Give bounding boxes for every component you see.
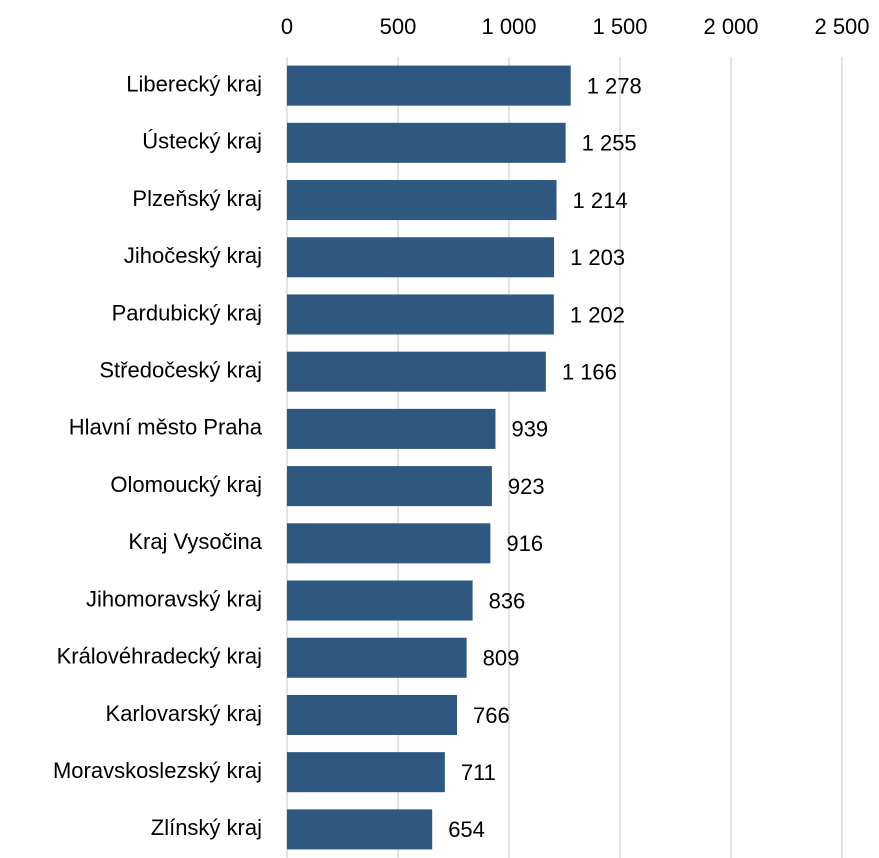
x-tick-label: 1 000	[481, 14, 536, 39]
value-label: 939	[511, 417, 548, 442]
bar	[287, 466, 492, 507]
bar	[287, 408, 496, 449]
value-label: 1 202	[570, 302, 625, 327]
value-label: 766	[473, 703, 510, 728]
y-tick-label: Liberecký kraj	[126, 71, 262, 96]
x-tick-label: 2 000	[703, 14, 758, 39]
y-tick-label: Středočeský kraj	[99, 357, 262, 382]
y-tick-label: Pardubický kraj	[112, 300, 262, 325]
value-label: 1 278	[587, 73, 642, 98]
y-tick-label: Hlavní město Praha	[69, 415, 263, 440]
y-tick-label: Ústecký kraj	[142, 129, 262, 154]
y-tick-label: Moravskoslezský kraj	[53, 758, 262, 783]
value-label: 711	[461, 760, 496, 785]
bar	[287, 294, 554, 335]
bar	[287, 694, 458, 735]
value-label: 1 255	[582, 131, 637, 156]
bar	[287, 122, 566, 163]
bar	[287, 180, 557, 221]
y-tick-label: Jihočeský kraj	[124, 243, 262, 268]
x-tick-label: 1 500	[592, 14, 647, 39]
value-label: 1 166	[562, 359, 617, 384]
y-tick-label: Plzeňský kraj	[132, 186, 262, 211]
bar	[287, 523, 491, 564]
y-tick-label: Zlínský kraj	[151, 815, 262, 840]
y-tick-label: Kraj Vysočina	[128, 529, 262, 554]
value-label: 916	[506, 531, 543, 556]
x-tick-label: 0	[281, 14, 293, 39]
bar	[287, 637, 467, 678]
bar	[287, 752, 445, 793]
bar	[287, 580, 473, 621]
x-tick-label: 2 500	[814, 14, 869, 39]
bar	[287, 237, 555, 278]
y-tick-label: Královéhradecký kraj	[57, 644, 262, 669]
y-tick-label: Karlovarský kraj	[106, 701, 262, 726]
value-label: 654	[448, 817, 485, 842]
value-label: 923	[508, 474, 545, 499]
bar	[287, 65, 571, 106]
bar	[287, 351, 546, 392]
bar	[287, 809, 433, 850]
value-label: 1 203	[570, 245, 625, 270]
y-tick-label: Jihomoravský kraj	[86, 586, 262, 611]
y-tick-label: Olomoucký kraj	[110, 472, 262, 497]
x-tick-label: 500	[380, 14, 417, 39]
value-label: 1 214	[573, 188, 628, 213]
value-label: 836	[489, 588, 526, 613]
value-label: 809	[483, 646, 520, 671]
